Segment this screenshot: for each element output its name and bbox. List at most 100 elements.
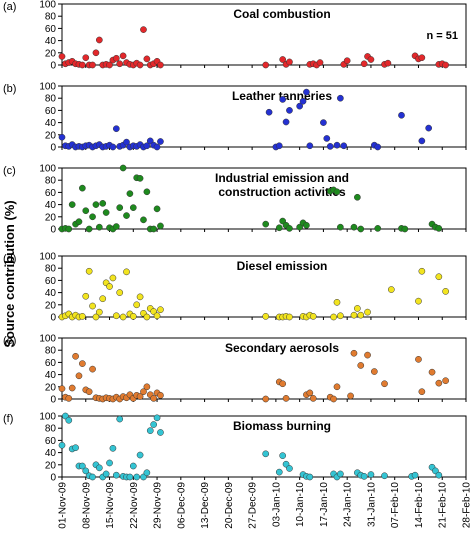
data-point	[79, 313, 86, 320]
data-point	[381, 380, 388, 388]
data-point	[282, 118, 290, 126]
data-point	[85, 388, 93, 396]
data-point	[136, 293, 144, 301]
x-tick-label: 03-Jan-10	[271, 482, 282, 527]
data-point	[85, 267, 93, 275]
data-point	[306, 142, 314, 150]
y-tick-label: 60	[45, 188, 57, 199]
data-point	[112, 223, 120, 230]
data-point	[65, 395, 73, 402]
x-tick-label: 13-Dec-09	[200, 482, 211, 529]
data-point	[153, 414, 161, 422]
data-point	[102, 470, 110, 478]
data-point	[418, 137, 426, 145]
data-point	[157, 306, 164, 314]
data-point	[286, 465, 293, 472]
data-point	[82, 467, 90, 475]
data-point	[262, 450, 270, 458]
data-point	[89, 213, 96, 221]
data-point	[140, 26, 147, 33]
data-point	[381, 472, 388, 480]
data-point	[72, 444, 79, 452]
data-point	[374, 143, 382, 151]
y-tick-label: 80	[45, 346, 57, 357]
data-point	[337, 94, 344, 102]
data-point	[89, 365, 96, 373]
data-point	[333, 383, 341, 391]
x-tick-label: 06-Dec-09	[176, 482, 187, 529]
data-point	[337, 470, 344, 478]
data-point	[442, 288, 449, 295]
data-point	[286, 313, 293, 321]
data-point	[136, 393, 144, 400]
data-point	[357, 225, 365, 233]
data-point	[279, 96, 287, 103]
data-point	[72, 352, 79, 360]
data-point	[282, 395, 290, 402]
data-point	[157, 138, 164, 145]
data-point	[140, 216, 147, 224]
data-point	[411, 471, 419, 479]
data-point	[337, 312, 344, 320]
data-point	[79, 360, 86, 367]
data-point	[374, 225, 382, 232]
y-tick-label: 20	[45, 460, 57, 471]
data-point	[79, 462, 86, 470]
data-point	[415, 297, 422, 305]
data-point	[262, 61, 270, 69]
plot-frame	[61, 85, 467, 148]
data-point	[428, 368, 436, 376]
data-point	[279, 452, 287, 459]
data-point	[116, 204, 124, 211]
data-point	[350, 311, 358, 319]
x-tick-label: 15-Nov-09	[105, 482, 116, 529]
data-point	[106, 459, 113, 467]
data-point	[286, 225, 293, 232]
data-point	[129, 462, 137, 470]
data-point	[133, 301, 141, 309]
data-point	[119, 52, 127, 60]
data-point	[106, 283, 113, 290]
data-point	[306, 473, 314, 481]
data-point	[109, 444, 117, 452]
data-point	[367, 56, 375, 63]
data-point	[143, 142, 151, 150]
data-point	[68, 384, 76, 392]
x-tick-label: 29-Nov-09	[153, 482, 164, 529]
data-point	[119, 164, 127, 172]
data-point	[136, 451, 144, 459]
y-tick-label: 20	[45, 48, 57, 59]
y-tick-label: 80	[45, 12, 57, 23]
data-point	[68, 201, 76, 208]
data-point	[140, 388, 147, 396]
data-point	[153, 143, 161, 151]
data-point	[116, 289, 124, 296]
x-tick-label: 07-Feb-10	[390, 482, 401, 529]
data-point	[112, 54, 120, 62]
y-tick-label: 100	[39, 412, 56, 423]
data-point	[143, 469, 151, 477]
y-tick-label: 0	[50, 313, 56, 324]
data-point	[309, 313, 317, 320]
data-point	[92, 201, 100, 208]
y-tick-label: 100	[39, 82, 56, 93]
data-point	[286, 107, 293, 114]
data-point	[435, 225, 443, 232]
x-tick-label: 08-Nov-09	[81, 482, 92, 529]
data-point	[129, 204, 137, 211]
x-tick-label: 31-Jan-10	[366, 482, 377, 527]
panel-label: (b)	[3, 83, 16, 95]
data-point	[350, 223, 358, 231]
data-point	[153, 205, 161, 213]
y-axis-label: Source contribution (%)	[2, 200, 17, 347]
data-point	[123, 268, 130, 276]
panel-label: (c)	[3, 165, 16, 177]
data-point	[106, 61, 113, 69]
y-tick-label: 80	[45, 264, 57, 275]
data-point	[316, 59, 324, 66]
data-point	[143, 383, 151, 391]
y-tick-label: 0	[50, 225, 56, 236]
